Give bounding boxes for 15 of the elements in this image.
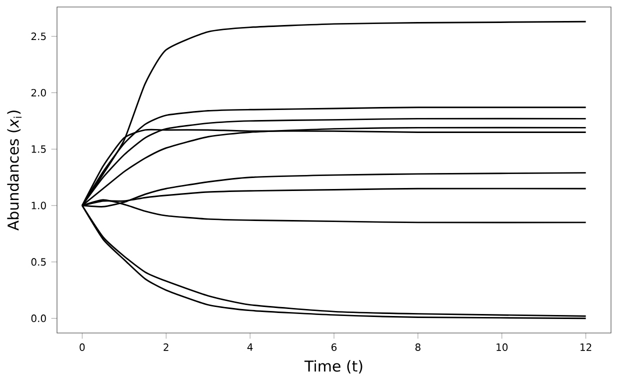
y-tick-label: 1.0 [32, 202, 46, 210]
y-tick-label: 1.5 [32, 145, 46, 153]
y-tick-label: 2.0 [31, 88, 46, 97]
y-tick-label: 0.5 [31, 258, 46, 266]
x-tick-label: 4 [247, 343, 253, 351]
x-tick-label: 12 [580, 343, 592, 351]
x-axis-title: Time (t) [304, 360, 362, 374]
x-tick-label: 6 [332, 343, 337, 351]
y-tick-label: 0.0 [31, 314, 46, 322]
y-tick-label: 2.5 [31, 32, 46, 40]
y-axis-title: Abundances (x$_{i}$) [7, 110, 22, 231]
x-tick-label: 2 [164, 343, 168, 351]
x-tick-label: 8 [415, 343, 420, 351]
x-tick-label: 10 [496, 343, 508, 351]
x-tick-label: 0 [80, 343, 85, 351]
